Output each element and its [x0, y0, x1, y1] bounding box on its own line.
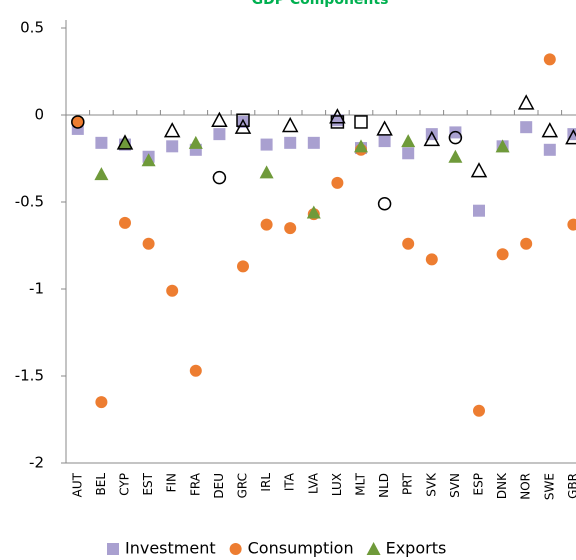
marker-circle	[377, 196, 392, 211]
marker-triangle	[541, 122, 559, 138]
marker-square	[543, 143, 556, 156]
marker-triangle	[565, 129, 576, 145]
x-tick-label: IRL	[259, 473, 273, 492]
legend-label: Consumption	[248, 539, 354, 558]
marker-triangle	[306, 205, 321, 219]
marker-square	[260, 138, 273, 151]
marker-triangle	[495, 139, 510, 153]
marker-circle	[496, 248, 509, 261]
marker-square	[354, 115, 368, 129]
x-tick-label: DNK	[495, 472, 509, 499]
marker-square	[402, 147, 415, 160]
marker-triangle	[188, 135, 203, 149]
marker-circle	[448, 130, 463, 145]
marker-triangle	[211, 111, 228, 127]
marker-circle	[237, 260, 249, 273]
x-tick-label: MLT	[354, 472, 368, 495]
x-tick-label: BEL	[94, 473, 108, 496]
marker-triangle	[118, 135, 132, 149]
marker-square	[449, 126, 462, 139]
x-tick-label: ITA	[283, 472, 297, 491]
marker-triangle	[281, 116, 299, 133]
marker-square	[473, 204, 485, 217]
marker-triangle	[94, 167, 109, 181]
marker-square	[213, 128, 226, 141]
y-tick-label: -1	[29, 280, 44, 298]
x-tick-label: FIN	[165, 473, 179, 492]
marker-triangle	[401, 134, 416, 148]
marker-square	[330, 115, 345, 129]
x-tick-label: SVK	[424, 472, 438, 497]
marker-circle	[95, 396, 108, 409]
marker-circle	[402, 237, 415, 250]
marker-square	[284, 136, 297, 149]
x-tick-label: GBR	[566, 473, 576, 499]
marker-square	[166, 140, 179, 153]
marker-triangle	[163, 122, 181, 138]
marker-triangle	[366, 542, 381, 555]
x-tick-label: SVN	[448, 473, 462, 498]
x-tick-label: FRA	[188, 472, 202, 496]
marker-circle	[71, 115, 84, 128]
marker-circle	[543, 53, 556, 66]
marker-square	[107, 543, 119, 555]
marker-square	[95, 136, 108, 149]
x-tick-label: LVA	[306, 472, 320, 494]
marker-triangle	[448, 149, 463, 163]
marker-square	[236, 113, 250, 127]
marker-circle	[425, 253, 438, 266]
marker-triangle	[141, 153, 156, 167]
x-tick-label: GRC	[236, 473, 250, 498]
marker-circle	[331, 176, 344, 189]
x-tick-label: DEU	[212, 473, 226, 499]
marker-circle	[567, 218, 576, 231]
legend-label: Investment	[125, 539, 216, 558]
x-tick-label: NLD	[377, 473, 391, 498]
marker-circle	[142, 237, 155, 250]
x-tick-label: ESP	[472, 473, 486, 495]
y-tick-label: 0	[34, 106, 44, 124]
y-tick-label: -0.5	[15, 193, 44, 211]
y-tick-label: -2	[29, 454, 44, 472]
marker-circle	[212, 170, 227, 185]
marker-circle	[229, 543, 242, 555]
y-tick-label: 0.5	[20, 19, 44, 37]
marker-square	[520, 121, 533, 134]
marker-circle	[260, 218, 273, 231]
marker-square	[425, 128, 438, 141]
x-tick-label: AUT	[70, 472, 84, 497]
legend-label: Exports	[386, 539, 447, 558]
x-tick-label: PRT	[401, 472, 415, 495]
x-tick-label: CYP	[118, 473, 132, 496]
x-tick-label: SWE	[542, 473, 556, 500]
y-tick-label: -1.5	[15, 367, 44, 385]
marker-square	[378, 135, 391, 148]
marker-triangle	[116, 134, 134, 150]
marker-circle	[71, 115, 85, 129]
marker-triangle	[470, 162, 488, 178]
marker-circle	[119, 216, 131, 229]
marker-circle	[473, 404, 485, 417]
x-tick-label: EST	[141, 472, 155, 495]
marker-triangle	[259, 165, 274, 179]
marker-triangle	[423, 130, 441, 147]
marker-triangle	[376, 120, 393, 136]
marker-circle	[189, 364, 202, 377]
x-tick-label: LUX	[330, 473, 344, 496]
x-tick-label: NOR	[519, 473, 533, 500]
marker-circle	[166, 284, 179, 297]
marker-triangle	[354, 139, 368, 153]
marker-triangle	[517, 94, 535, 110]
marker-circle	[520, 237, 533, 250]
marker-square	[307, 136, 320, 149]
chart-title: GDP Components	[252, 0, 389, 8]
marker-circle	[284, 222, 297, 235]
